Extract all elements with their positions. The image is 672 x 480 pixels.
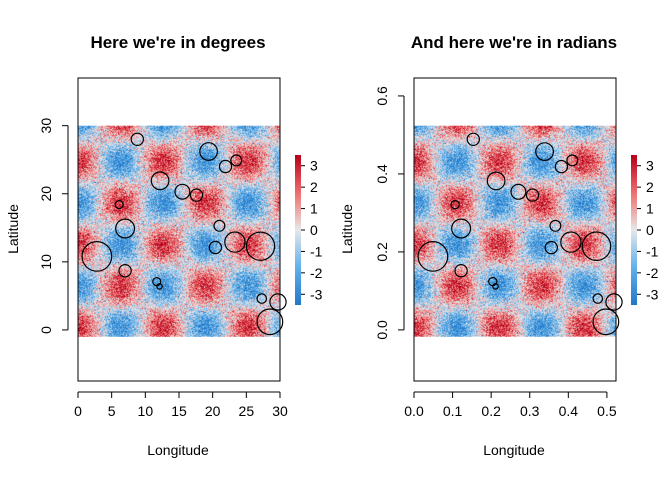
plot-frame-2 (413, 77, 617, 382)
y-tick-label: 0.2 (374, 242, 390, 262)
circle-marker (156, 283, 163, 290)
circle-marker (115, 218, 136, 239)
x-tick-label: 25 (239, 403, 255, 419)
circle-marker (118, 264, 132, 278)
legend-tick-label: 1 (646, 201, 654, 217)
circle-marker (213, 219, 226, 232)
legend-tick-label: 1 (310, 201, 318, 217)
chart-title-1: Here we're in degrees (90, 33, 265, 52)
colorbar-2: 3 2 1 0 -1 -2 -3 (631, 155, 659, 305)
x-tick-label: 10 (138, 403, 154, 419)
circle-marker (256, 308, 284, 336)
circle-marker (549, 219, 562, 232)
circle-marker (208, 240, 223, 255)
circle-marker (510, 183, 527, 200)
colorbar-gradient-2 (631, 155, 637, 305)
circle-marker (592, 308, 620, 336)
x-axis-label-1: Longitude (147, 442, 209, 458)
circle-marker (150, 171, 170, 191)
circle-marker (544, 240, 559, 255)
circle-markers-2 (417, 132, 623, 336)
circle-marker (245, 231, 276, 261)
circle-marker (535, 142, 554, 162)
heatmap-field-2 (414, 125, 616, 337)
legend-tick-label: 0 (646, 222, 654, 238)
x-tick-label: 0.2 (481, 403, 501, 419)
circle-marker (114, 200, 124, 210)
x-tick-label: 30 (272, 403, 288, 419)
x-axis-2: 0.0 0.1 0.2 0.3 0.4 0.5 (404, 391, 617, 419)
heatmap-field-1 (78, 125, 280, 337)
x-tick-label: 0.5 (597, 403, 617, 419)
x-tick-label: 0.3 (520, 403, 540, 419)
legend-tick-label: 2 (646, 179, 654, 195)
legend-tick-label: -3 (646, 286, 659, 302)
x-tick-label: 15 (171, 403, 187, 419)
x-tick-label: 0 (74, 403, 82, 419)
legend-tick-label: -1 (310, 243, 323, 259)
x-axis-label-2: Longitude (483, 442, 545, 458)
y-tick-label: 0.6 (374, 86, 390, 106)
y-tick-label: 30 (38, 118, 54, 134)
circle-marker (199, 142, 219, 161)
circle-marker (486, 171, 506, 191)
y-axis-1: 0 10 20 30 (38, 118, 69, 334)
colorbar-1: 3 2 1 0 -1 -2 -3 (295, 155, 323, 305)
circle-marker (566, 154, 579, 167)
circle-marker (417, 240, 449, 272)
circle-marker (174, 183, 191, 200)
panel-radians: And here we're in radians 0.0 0.1 0.2 0.3 0.… (339, 33, 659, 458)
legend-tick-label: -1 (646, 243, 659, 259)
colorbar-ticks-2: 3 2 1 0 -1 -2 -3 (637, 158, 659, 302)
circle-marker (492, 283, 499, 290)
x-tick-label: 20 (205, 403, 221, 419)
y-axis-2: 0.0 0.2 0.4 0.6 (374, 86, 405, 340)
circle-marker (560, 231, 582, 253)
legend-tick-label: 2 (310, 179, 318, 195)
x-tick-label: 0.4 (559, 403, 579, 419)
circle-marker (189, 188, 204, 202)
legend-tick-label: 3 (310, 158, 318, 174)
circle-marker (592, 293, 604, 304)
circle-marker (224, 231, 246, 253)
circle-marker (218, 159, 233, 174)
legend-tick-label: 0 (310, 222, 318, 238)
legend-tick-label: -2 (310, 265, 323, 281)
x-tick-label: 5 (108, 403, 116, 419)
y-axis-label-2: Latitude (339, 204, 355, 254)
chart-title-2: And here we're in radians (411, 33, 617, 52)
x-tick-label: 0.1 (443, 403, 463, 419)
y-axis-label-1: Latitude (5, 204, 21, 254)
circle-marker (581, 231, 612, 261)
circle-marker (256, 293, 268, 304)
legend-tick-label: -2 (646, 265, 659, 281)
colorbar-gradient-1 (295, 155, 301, 305)
circle-marker (451, 218, 472, 239)
circle-marker (450, 199, 460, 210)
x-tick-label: 0.0 (404, 403, 424, 419)
panel-degrees: Here we're in degrees 0 5 10 15 20 25 30 01020… (5, 33, 323, 458)
circle-marker (81, 240, 113, 272)
circle-marker (605, 293, 623, 311)
circle-marker (230, 154, 243, 167)
circle-marker (554, 159, 569, 174)
y-tick-label: 0.4 (374, 164, 390, 184)
y-tick-label: 20 (38, 186, 54, 202)
circle-marker (525, 188, 540, 202)
circle-markers-1 (81, 132, 287, 336)
circle-marker (466, 132, 480, 146)
x-axis-1: 0 5 10 15 20 25 30 (74, 391, 288, 419)
circle-marker (130, 132, 144, 146)
circle-marker (269, 293, 287, 311)
circle-marker (454, 264, 468, 278)
plot-frame-1 (77, 77, 281, 382)
legend-tick-label: -3 (310, 286, 323, 302)
y-tick-label: 10 (38, 254, 54, 270)
legend-tick-label: 3 (646, 158, 654, 174)
colorbar-ticks-1: 3 2 1 0 -1 -2 -3 (301, 158, 323, 302)
y-tick-label: 0.0 (374, 320, 390, 340)
y-tick-label: 0 (38, 326, 54, 334)
